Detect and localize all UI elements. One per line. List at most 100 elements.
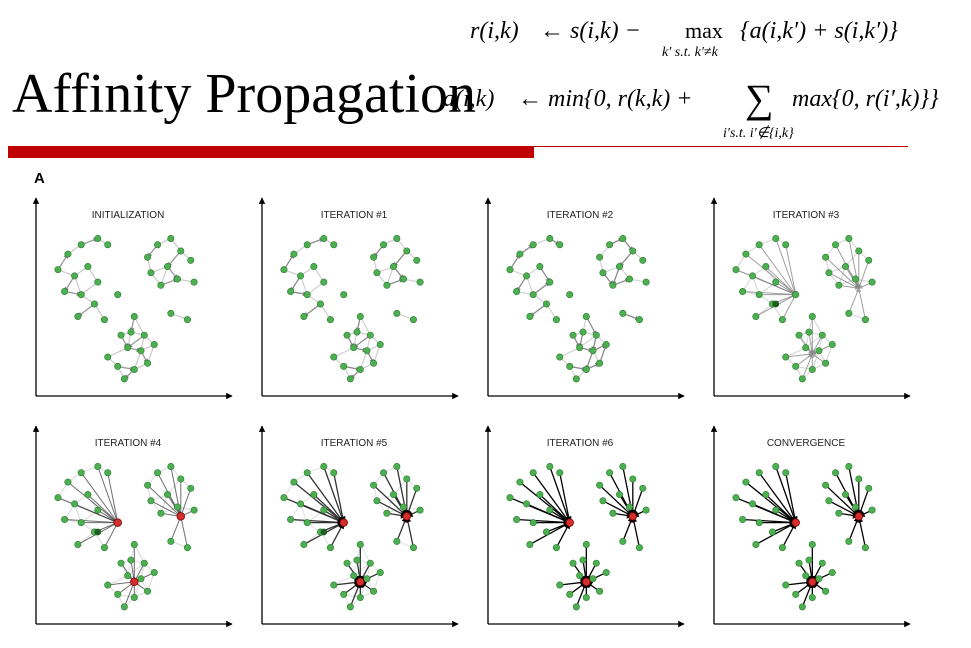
data-point — [104, 581, 112, 589]
network-edge — [333, 575, 354, 586]
data-point — [552, 544, 560, 552]
data-point — [529, 241, 537, 249]
responsibility-arrow — [825, 484, 860, 517]
data-point — [77, 241, 85, 249]
data-point — [356, 366, 364, 374]
data-point — [144, 253, 152, 261]
panel-title: ITERATION #2 — [547, 210, 614, 221]
data-point — [280, 266, 288, 274]
data-point — [808, 540, 816, 548]
data-point — [297, 500, 305, 508]
panel-6: ITERATION #5 — [258, 425, 459, 628]
data-point — [529, 519, 537, 527]
data-point — [187, 256, 195, 264]
exemplar-point — [176, 512, 185, 521]
message-arrow — [585, 316, 597, 336]
data-point — [609, 281, 617, 289]
data-point — [582, 366, 590, 374]
data-point — [363, 347, 371, 355]
data-point — [280, 494, 288, 502]
data-point — [642, 278, 650, 286]
data-point — [842, 263, 850, 271]
responsibility-arrow — [329, 522, 345, 548]
data-point — [629, 247, 637, 255]
eq2-rhs-a: min{0, r(k,k) + — [548, 86, 692, 112]
data-point — [596, 481, 604, 489]
responsibility-arrow — [630, 515, 641, 548]
responsibility-arrow — [293, 481, 345, 524]
eq1-rhs-b: {a(i,k′) + s(i,k′)} — [740, 18, 898, 44]
data-point — [356, 594, 364, 602]
data-point — [366, 331, 374, 339]
data-point — [619, 462, 627, 470]
data-point — [330, 581, 338, 589]
data-point — [606, 241, 614, 249]
data-point — [845, 309, 853, 317]
data-point — [845, 462, 853, 470]
data-point — [546, 278, 554, 286]
data-point — [177, 247, 185, 255]
data-point — [376, 569, 384, 577]
data-point — [77, 469, 85, 477]
data-point — [77, 291, 85, 299]
data-point — [861, 316, 869, 324]
responsibility-arrow — [811, 344, 833, 355]
data-point — [596, 253, 604, 261]
responsibility-arrow — [758, 472, 797, 524]
data-point — [316, 300, 324, 308]
responsibility-arrow — [373, 484, 408, 517]
data-point — [576, 572, 584, 580]
responsibility-arrow — [555, 522, 571, 548]
responsibility-arrow — [300, 503, 345, 524]
network-edge — [107, 575, 128, 586]
data-point — [851, 275, 859, 283]
panel-title: ITERATION #3 — [773, 210, 840, 221]
data-point — [782, 241, 790, 249]
data-point — [74, 540, 82, 548]
data-point — [393, 234, 401, 242]
data-point — [380, 469, 388, 477]
data-point — [832, 469, 840, 477]
data-point — [403, 475, 411, 483]
eq1-rhs-a: s(i,k) − — [570, 18, 641, 44]
responsibility-arrow — [180, 488, 192, 517]
data-point — [739, 288, 747, 296]
data-point — [822, 359, 830, 367]
data-point — [592, 559, 600, 567]
responsibility-arrow — [107, 472, 119, 524]
responsibility-arrow — [775, 466, 797, 524]
responsibility-arrow — [599, 484, 634, 517]
data-point — [772, 462, 780, 470]
data-point — [183, 316, 191, 324]
data-point — [190, 506, 198, 514]
data-point — [752, 312, 760, 320]
eq1-lhs: r(i,k) — [470, 18, 519, 44]
responsibility-arrow — [123, 581, 135, 608]
data-point — [778, 544, 786, 552]
data-point — [290, 478, 298, 486]
data-point — [602, 341, 610, 349]
data-point — [602, 569, 610, 577]
responsibility-arrow — [526, 503, 571, 524]
data-point — [413, 256, 421, 264]
data-point — [795, 331, 803, 339]
data-point — [137, 347, 145, 355]
data-point — [822, 587, 830, 595]
data-point — [792, 362, 800, 370]
data-point — [625, 503, 633, 511]
data-point — [822, 481, 830, 489]
data-point — [732, 266, 740, 274]
data-point — [802, 344, 810, 352]
data-point — [399, 503, 407, 511]
data-point — [546, 506, 554, 514]
eq2-sum: ∑ — [745, 76, 774, 121]
data-point — [749, 500, 757, 508]
data-point — [592, 331, 600, 339]
responsibility-arrow — [519, 481, 571, 524]
title-underline-rule — [534, 146, 908, 147]
data-point — [340, 362, 348, 370]
data-point — [868, 506, 876, 514]
data-point — [822, 253, 830, 261]
responsibility-arrow — [781, 294, 797, 320]
data-point — [370, 481, 378, 489]
